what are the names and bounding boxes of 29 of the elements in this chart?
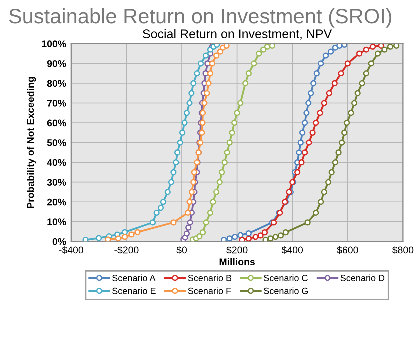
y-tick-label: 90% (47, 60, 66, 68)
y-tick-label: 100% (42, 40, 66, 48)
y-tick-label: 70% (48, 100, 66, 107)
y-tick-label: 50% (47, 140, 66, 146)
y-tick-label: 20% (47, 198, 66, 206)
legend-label: Scenario C (264, 274, 308, 282)
x-tick-label: $0 (176, 246, 188, 254)
legend-label: Scenario E (112, 288, 156, 294)
y-tick-label: 80% (47, 80, 66, 88)
x-tick-label: -$200 (114, 246, 139, 254)
x-axis-title: Millions (220, 258, 255, 266)
y-tick-label: 40% (47, 159, 66, 166)
y-axis-title: Probability of Not Exceeding (27, 77, 36, 208)
chart-subtitle: Social Return on Investment, NPV (143, 29, 332, 40)
x-tick-label: $400 (282, 246, 304, 254)
legend-label: Scenario G (264, 288, 308, 294)
y-tick-label: 10% (48, 218, 66, 226)
legend-label: Scenario D (340, 274, 385, 282)
y-tick-label: 60% (47, 120, 66, 127)
legend-label: Scenario A (112, 274, 156, 282)
y-tick-label: 0% (52, 238, 66, 246)
x-tick-label: $200 (226, 246, 248, 254)
x-tick-label: $600 (337, 246, 358, 254)
y-tick-label: 30% (47, 179, 66, 186)
x-tick-label: $800 (392, 246, 414, 254)
legend-label: Scenario F (188, 288, 232, 294)
x-tick-label: -$400 (59, 246, 84, 254)
legend-label: Scenario B (188, 274, 232, 282)
chart-title: Sustainable Return on Investment (SROI) (9, 8, 392, 28)
